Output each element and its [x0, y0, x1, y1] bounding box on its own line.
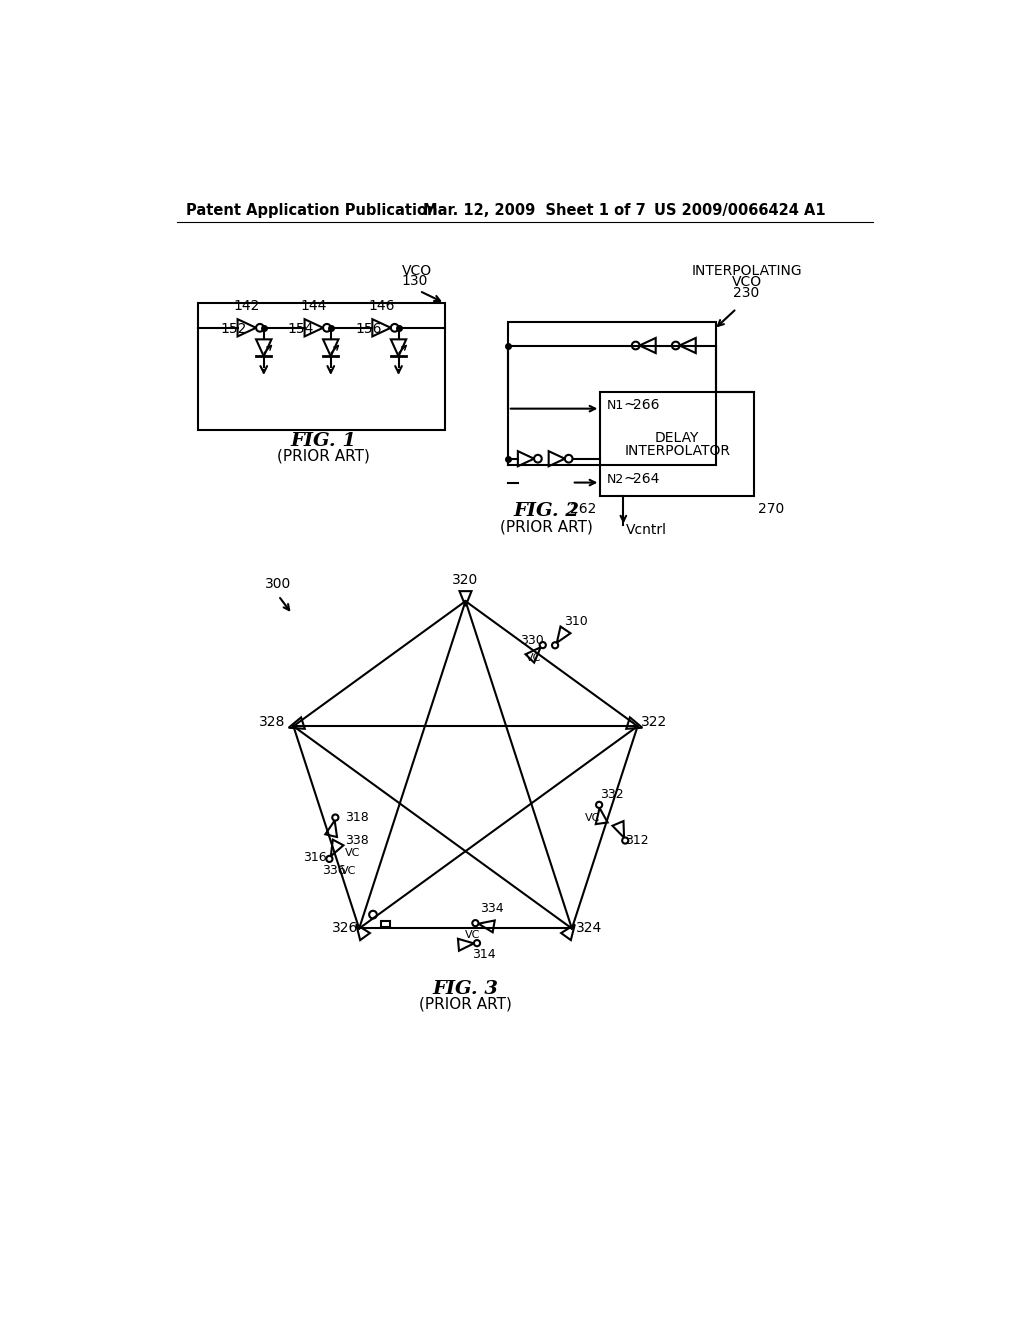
Text: 334: 334: [480, 902, 504, 915]
Text: 326: 326: [332, 921, 358, 936]
Text: 156: 156: [355, 322, 382, 337]
Text: 144: 144: [301, 300, 327, 313]
Text: 316: 316: [303, 850, 327, 863]
Text: 300: 300: [265, 577, 292, 591]
Text: N1: N1: [606, 399, 624, 412]
Text: 324: 324: [575, 920, 602, 935]
Text: VC: VC: [465, 929, 480, 940]
Text: 152: 152: [220, 322, 247, 337]
Text: 266: 266: [633, 397, 659, 412]
Text: 310: 310: [564, 615, 588, 628]
Text: 332: 332: [600, 788, 624, 801]
Text: FIG. 2: FIG. 2: [513, 503, 580, 520]
Text: DELAY: DELAY: [655, 430, 699, 445]
Text: 230: 230: [733, 286, 760, 300]
Text: VC: VC: [345, 847, 360, 858]
Text: 322: 322: [641, 715, 668, 729]
Text: 264: 264: [633, 471, 659, 486]
Text: INTERPOLATING: INTERPOLATING: [691, 264, 802, 279]
Text: Mar. 12, 2009  Sheet 1 of 7: Mar. 12, 2009 Sheet 1 of 7: [423, 203, 646, 218]
Text: 330: 330: [520, 634, 544, 647]
Text: (PRIOR ART): (PRIOR ART): [276, 449, 370, 463]
Text: 142: 142: [233, 300, 260, 313]
Bar: [381, 921, 390, 927]
Text: VC: VC: [585, 813, 600, 824]
Text: ~: ~: [624, 396, 636, 412]
Text: 154: 154: [288, 322, 313, 337]
Text: VC: VC: [526, 653, 542, 663]
Bar: [600, 392, 755, 496]
Text: Vcntrl: Vcntrl: [626, 523, 667, 537]
Text: 338: 338: [345, 834, 369, 846]
Text: 314: 314: [472, 948, 496, 961]
Text: (PRIOR ART): (PRIOR ART): [419, 997, 512, 1011]
Text: VC: VC: [341, 866, 356, 876]
Text: Patent Application Publication: Patent Application Publication: [186, 203, 437, 218]
Text: 318: 318: [345, 810, 369, 824]
Text: 336: 336: [322, 865, 345, 878]
Text: 270: 270: [758, 502, 784, 516]
Text: 130: 130: [401, 275, 428, 289]
Text: INTERPOLATOR: INTERPOLATOR: [625, 444, 730, 458]
Text: FIG. 1: FIG. 1: [290, 432, 356, 450]
Text: VCO: VCO: [731, 276, 762, 289]
Text: 312: 312: [625, 834, 648, 847]
Text: FIG. 3: FIG. 3: [432, 979, 499, 998]
Text: (PRIOR ART): (PRIOR ART): [500, 519, 593, 535]
Text: N2: N2: [606, 473, 624, 486]
Bar: [199, 304, 444, 430]
Text: 328: 328: [259, 715, 285, 729]
Text: 146: 146: [369, 300, 395, 313]
Bar: [508, 322, 716, 465]
Text: US 2009/0066424 A1: US 2009/0066424 A1: [654, 203, 825, 218]
Text: VCO: VCO: [401, 264, 432, 279]
Text: 262: 262: [570, 502, 596, 516]
Text: 320: 320: [453, 573, 478, 587]
Text: ~: ~: [624, 470, 636, 486]
